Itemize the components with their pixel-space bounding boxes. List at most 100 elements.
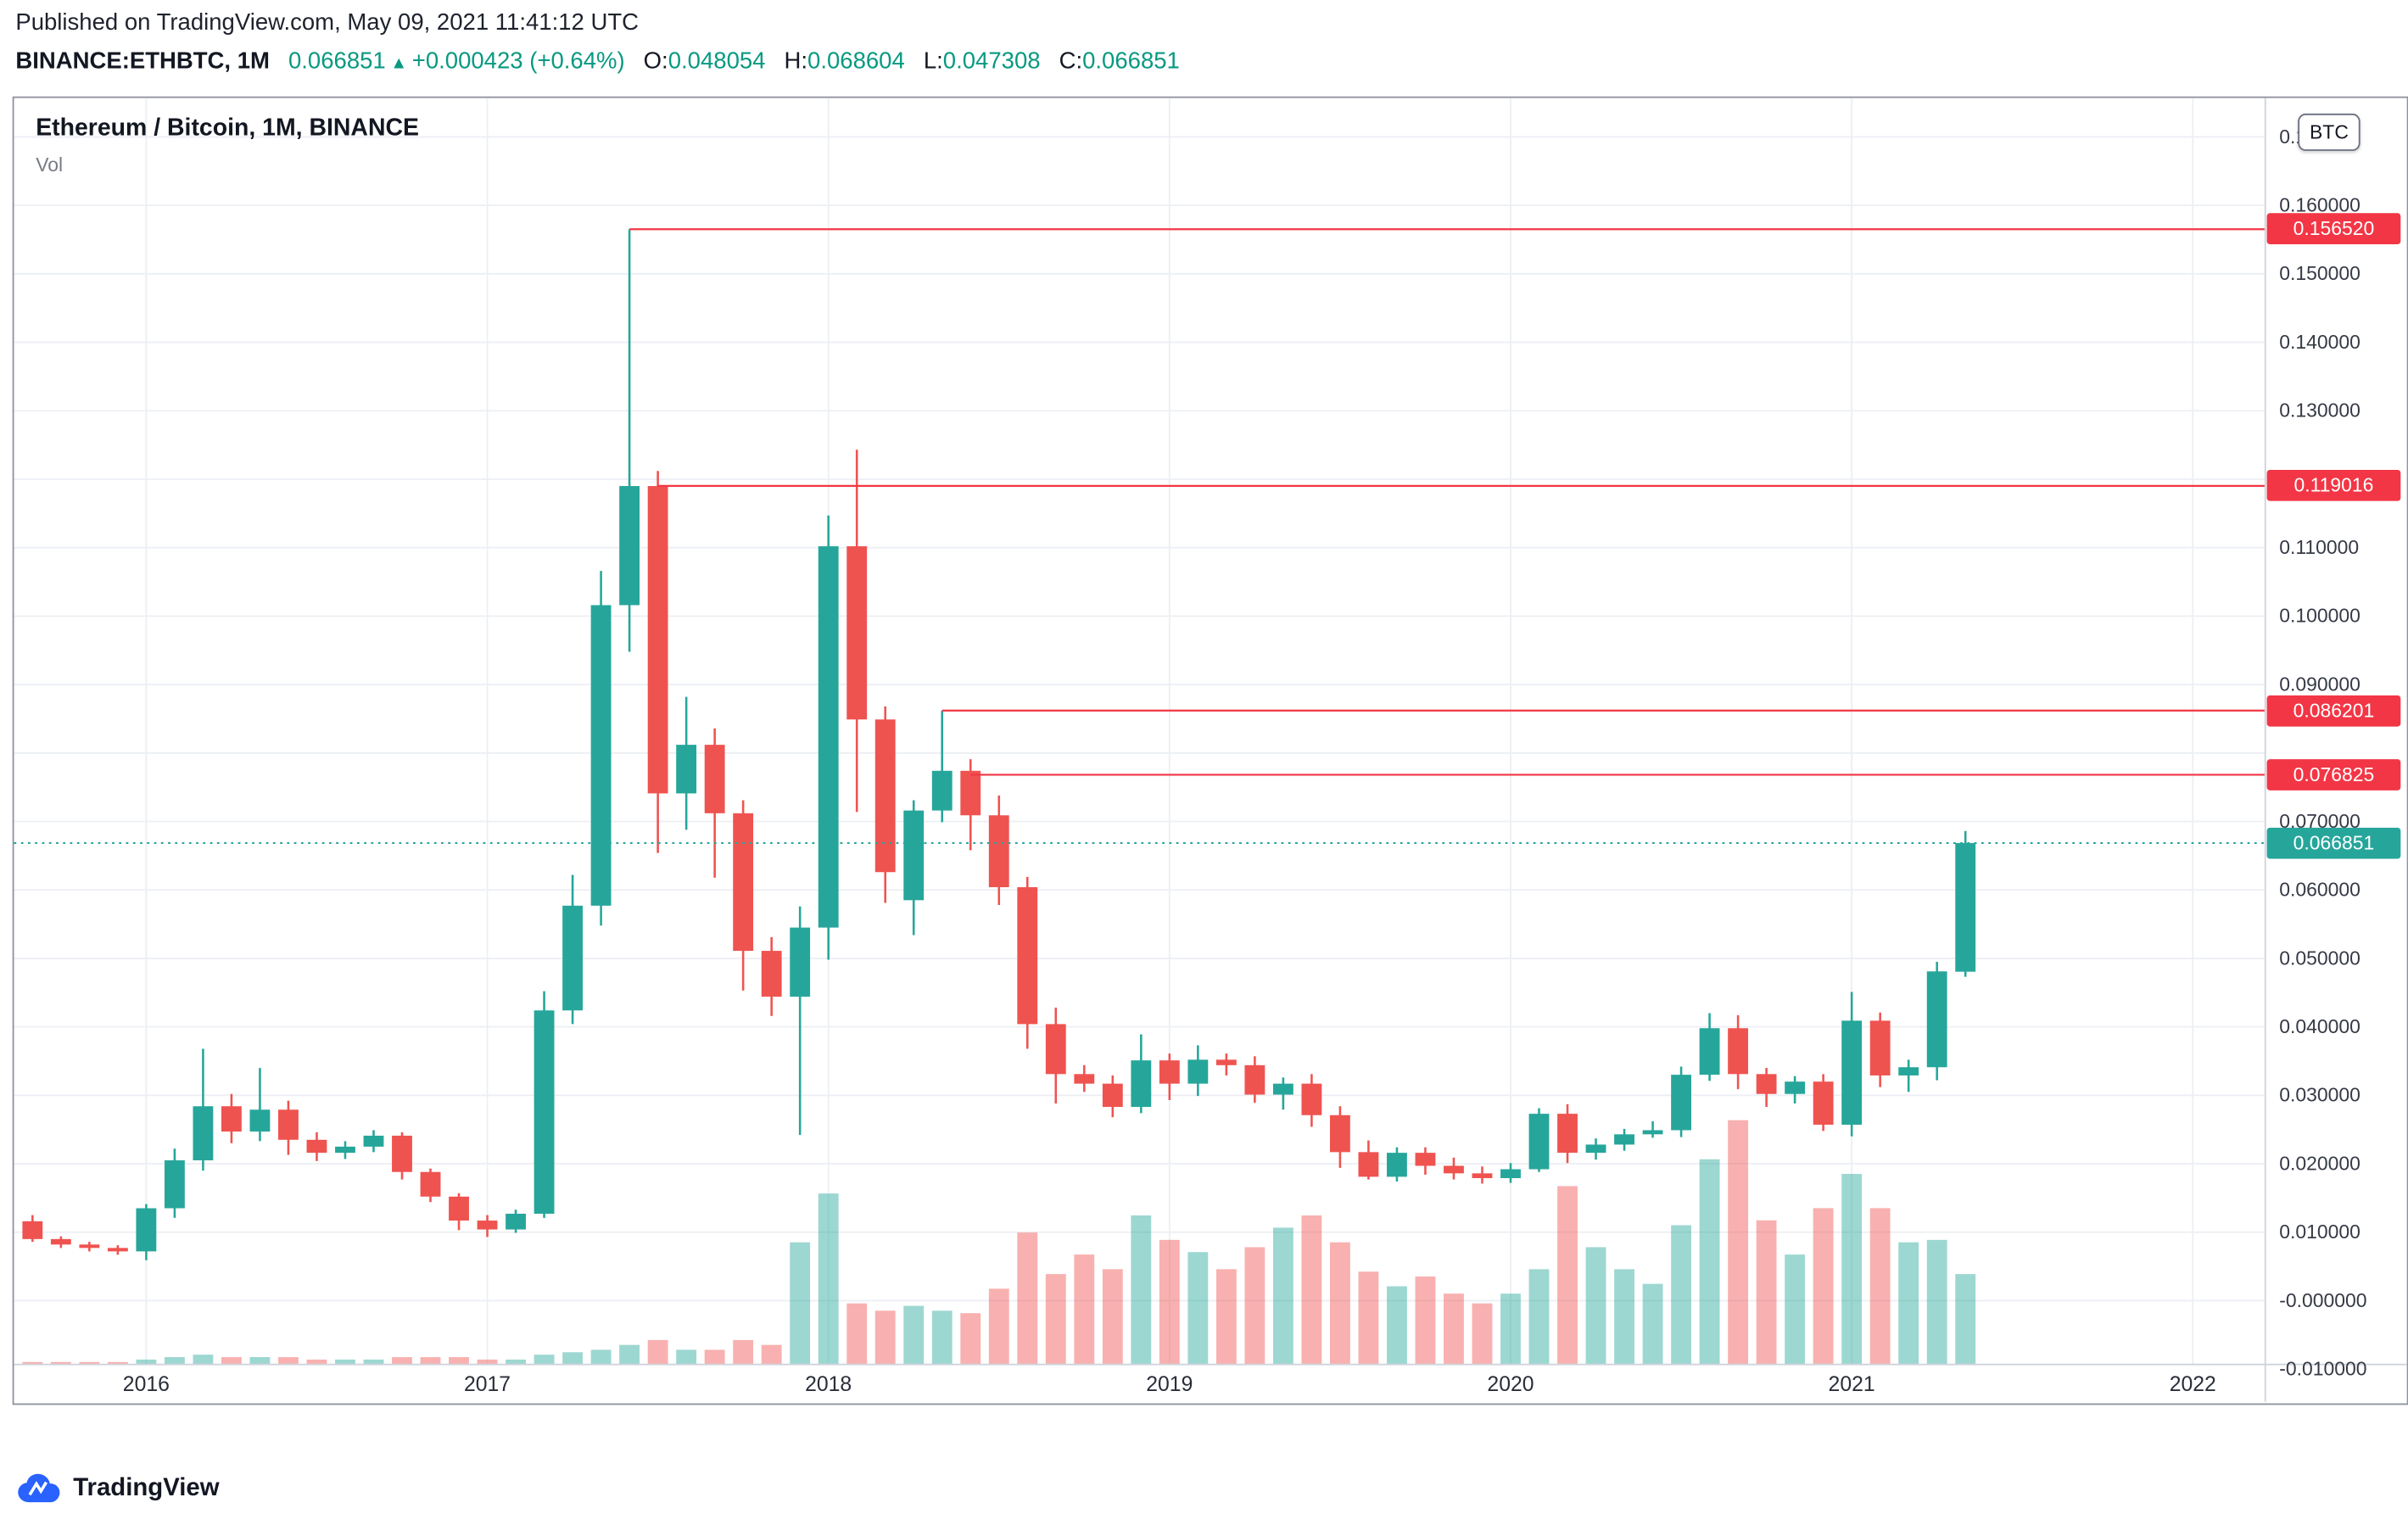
price-tick-label: 0.050000 xyxy=(2279,947,2361,969)
candle-body xyxy=(392,1135,412,1172)
last-price: 0.066851 xyxy=(288,47,386,75)
candle xyxy=(1329,1106,1350,1168)
candle xyxy=(1472,1166,1493,1184)
volume-bar xyxy=(1102,1269,1123,1365)
candle-body xyxy=(449,1196,469,1221)
candle xyxy=(164,1148,185,1218)
volume-bar xyxy=(249,1357,271,1365)
publish-info: Published on TradingView.com, May 09, 20… xyxy=(15,9,640,36)
candle-body xyxy=(960,770,981,816)
volume-bar xyxy=(1415,1277,1436,1365)
candle-body xyxy=(1728,1028,1749,1075)
candle xyxy=(790,906,811,1136)
currency-toggle-button[interactable]: BTC xyxy=(2298,113,2361,151)
candle xyxy=(1841,992,1863,1137)
volume-bar xyxy=(506,1359,526,1365)
volume-bar xyxy=(335,1359,355,1365)
candle xyxy=(1699,1013,1720,1081)
chart-legend-title: Ethereum / Bitcoin, 1M, BINANCE xyxy=(36,115,419,142)
candle xyxy=(676,696,697,830)
candle xyxy=(1415,1147,1436,1175)
candle-body xyxy=(221,1106,242,1132)
candle xyxy=(1159,1053,1180,1100)
candle-body xyxy=(761,951,782,997)
volume-bar xyxy=(1642,1283,1663,1365)
volume-bar xyxy=(676,1349,697,1365)
candle xyxy=(449,1193,469,1231)
volume-bar xyxy=(1500,1293,1521,1365)
volume-bar xyxy=(477,1359,498,1365)
candle-body xyxy=(1869,1020,1891,1075)
candle xyxy=(846,450,868,813)
time-axis[interactable]: 2016 2017 2018 2019 2020 2021 2022 xyxy=(14,1365,2266,1402)
candle xyxy=(874,706,896,903)
candle xyxy=(733,800,754,991)
candle-body xyxy=(1813,1081,1834,1126)
tradingview-attribution[interactable]: TradingView xyxy=(15,1469,220,1510)
candle-body xyxy=(1756,1074,1777,1094)
volume-bar xyxy=(1017,1232,1038,1365)
volume-bar xyxy=(818,1193,839,1365)
candle xyxy=(249,1068,271,1142)
tradingview-logo-icon xyxy=(18,1473,60,1503)
volume-bar xyxy=(1671,1225,1691,1365)
candle-body xyxy=(1585,1144,1606,1154)
volume-bar xyxy=(960,1313,981,1365)
candle xyxy=(1813,1074,1834,1131)
volume-bar xyxy=(1614,1269,1634,1365)
candle-body xyxy=(193,1106,214,1161)
candle xyxy=(1074,1064,1095,1092)
candle-body xyxy=(1272,1083,1293,1095)
candle xyxy=(1557,1103,1578,1164)
price-tick-label: 0.110000 xyxy=(2279,536,2360,559)
price-tick-label: 0.090000 xyxy=(2279,673,2361,696)
volume-bar xyxy=(1358,1271,1379,1365)
volume-bar xyxy=(1272,1227,1293,1365)
price-level-badge: 0.086201 xyxy=(2266,695,2401,727)
price-tick-label: 0.150000 xyxy=(2279,262,2361,285)
time-axis-year-label: 2022 xyxy=(2169,1372,2216,1396)
volume-bar xyxy=(306,1359,327,1365)
volume-bar xyxy=(278,1357,299,1365)
volume-bar xyxy=(903,1305,925,1365)
volume-bar xyxy=(733,1339,754,1365)
price-tick-label: 0.030000 xyxy=(2279,1084,2361,1107)
candle-body xyxy=(1785,1081,1806,1094)
candle xyxy=(506,1210,526,1233)
candle-body xyxy=(477,1221,498,1230)
price-tick-label: 0.060000 xyxy=(2279,879,2361,902)
candle xyxy=(562,874,584,1025)
candle-body xyxy=(874,719,896,873)
candle-body xyxy=(1955,842,1976,972)
symbol-summary: BINANCE:ETHBTC, 1M 0.066851 ▲ +0.000423 (+0… xyxy=(15,48,1180,75)
candle-body xyxy=(903,810,925,901)
time-axis-year-label: 2020 xyxy=(1487,1372,1534,1396)
volume-bar xyxy=(1244,1247,1265,1365)
candle xyxy=(1301,1074,1322,1127)
time-axis-year-label: 2017 xyxy=(463,1372,511,1396)
candle-body xyxy=(79,1244,100,1249)
candle-body xyxy=(704,745,725,813)
volume-bar xyxy=(1841,1174,1863,1365)
candle-body xyxy=(534,1010,555,1214)
candle xyxy=(392,1131,412,1180)
candle xyxy=(1728,1014,1749,1090)
candle-body xyxy=(50,1238,71,1245)
candle-body xyxy=(1017,886,1038,1025)
candle-body xyxy=(562,905,584,1011)
candle xyxy=(1244,1056,1265,1103)
candle xyxy=(1215,1053,1237,1075)
candle-body xyxy=(363,1135,384,1147)
volume-bar xyxy=(420,1357,441,1365)
candle-body xyxy=(1102,1083,1123,1108)
open-label: O: xyxy=(643,47,668,75)
price-axis[interactable]: BTC 0.1700000.1600000.1500000.1400000.13… xyxy=(2266,98,2407,1402)
candle xyxy=(988,795,1009,905)
price-tick-label: 0.140000 xyxy=(2279,331,2361,354)
candle-body xyxy=(164,1160,185,1209)
volume-bar xyxy=(1159,1239,1180,1365)
symbol-name: BINANCE:ETHBTC, 1M xyxy=(15,47,270,75)
chart-canvas[interactable] xyxy=(14,98,2407,1402)
volume-bar xyxy=(449,1357,469,1365)
candle xyxy=(107,1245,128,1255)
